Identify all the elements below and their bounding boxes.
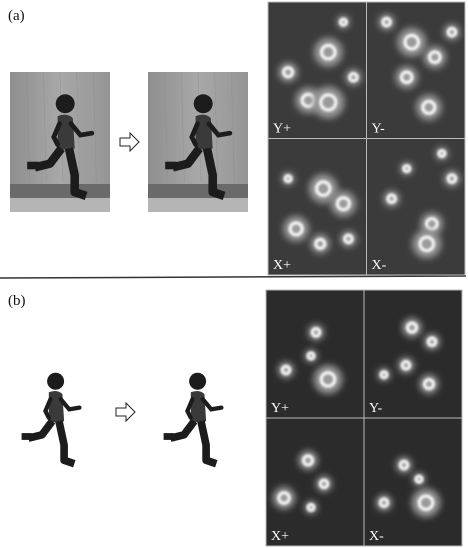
ground-line [10, 198, 110, 212]
ground [148, 184, 248, 198]
shoe [165, 162, 176, 170]
blob [444, 24, 460, 40]
blob [283, 216, 309, 242]
body [191, 391, 206, 423]
shoe [27, 162, 38, 170]
blob [396, 66, 418, 88]
tile-label: Y+ [271, 401, 289, 416]
head [194, 94, 213, 113]
blob [308, 324, 324, 340]
tile-label: X- [369, 529, 384, 544]
tile [367, 139, 466, 276]
blob [298, 451, 317, 470]
head [56, 94, 75, 113]
blob [311, 234, 330, 253]
blob [312, 86, 344, 118]
blob [444, 171, 460, 187]
blob [279, 63, 298, 82]
blob [416, 95, 442, 121]
arrow [120, 133, 139, 151]
blob [412, 229, 441, 258]
head [189, 373, 206, 390]
shoe [22, 433, 32, 440]
blob [316, 476, 332, 492]
blob [424, 46, 446, 68]
leg [28, 421, 52, 438]
blob [340, 231, 356, 247]
panel-label: (b) [8, 293, 26, 309]
body [58, 115, 75, 151]
blob [278, 362, 294, 378]
leg [59, 421, 74, 464]
blob [345, 69, 361, 85]
arrow [116, 403, 135, 421]
ground [10, 184, 110, 198]
tile [364, 290, 462, 418]
leg [201, 421, 216, 464]
blob [376, 495, 392, 511]
tile-label: Y+ [273, 122, 291, 137]
blob [396, 457, 412, 473]
blob [314, 365, 343, 394]
leg [170, 421, 194, 438]
ground-line [148, 198, 248, 212]
blob [402, 318, 421, 337]
tile-label: X+ [271, 529, 289, 544]
tile-label: Y- [369, 401, 383, 416]
runner [164, 373, 222, 464]
blob [398, 357, 414, 373]
blob [424, 334, 440, 350]
blob [331, 191, 357, 217]
body [196, 115, 213, 151]
runner [22, 373, 80, 464]
arm [203, 399, 222, 409]
blob [397, 28, 426, 57]
tile-label: Y- [372, 122, 386, 137]
tile-label: X- [372, 258, 387, 273]
tile [364, 418, 462, 546]
panel-label: (a) [8, 8, 25, 24]
blob [273, 487, 295, 509]
figure: (a) Y+ Y- X+ X- (b) Y+ Y- X+ X- [0, 0, 468, 548]
blob [412, 488, 441, 517]
separator [0, 276, 466, 278]
shoe [164, 433, 174, 440]
head [47, 373, 64, 390]
blob [419, 375, 438, 394]
blob [314, 38, 343, 67]
blob [379, 14, 395, 30]
tile [266, 418, 364, 546]
body [49, 391, 64, 423]
tile-label: X+ [273, 258, 291, 273]
blob [384, 191, 400, 207]
arm [61, 399, 80, 409]
